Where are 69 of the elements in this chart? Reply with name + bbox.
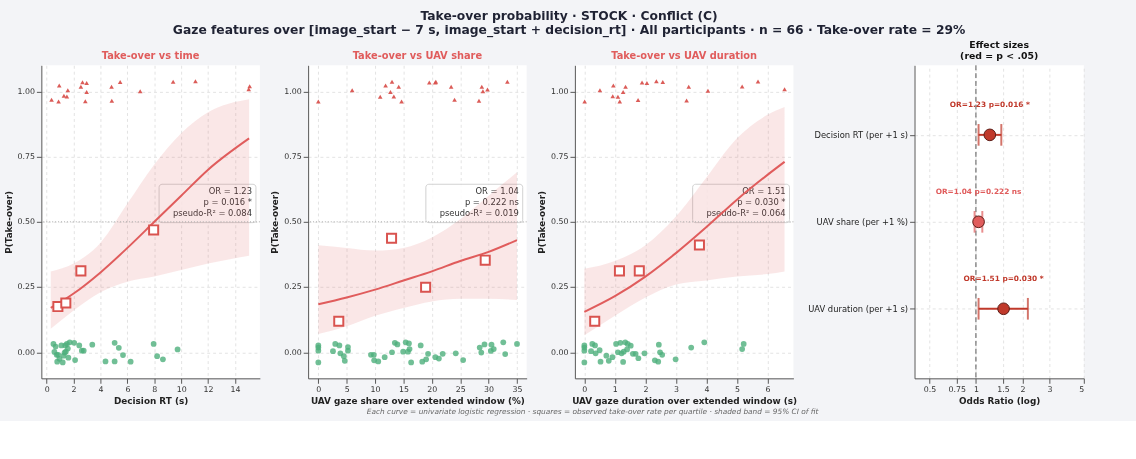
y-tick-label: 0.75: [17, 152, 35, 162]
y-tick-label: 0.00: [17, 347, 35, 357]
y-tick-label: 0.25: [550, 282, 569, 292]
x-axis-title: Odds Ratio (log): [959, 396, 1041, 407]
x-tick-label: 6: [765, 384, 771, 394]
x-tick-label: 20: [427, 384, 438, 394]
x-tick-label: 10: [176, 384, 187, 394]
y-tick-label: 0.50: [550, 217, 569, 227]
x-tick-label: 2: [71, 384, 77, 394]
x-tick-label: 0.75: [948, 384, 966, 394]
text: Gaze features over [image_start − 7 s, image_start + decision_rt] · All participants · n = 66 · Take-over rate = 29%: [172, 22, 966, 38]
chart-title: Take-over vs UAV share: [352, 50, 483, 62]
y-axis-title: P(Take-over): [270, 190, 281, 254]
x-tick-label: 1: [973, 384, 979, 394]
annotation: OR = 1.04: [475, 186, 519, 197]
annotation: p = 0.222 ns: [464, 196, 519, 207]
x-tick-label: 5: [1079, 384, 1085, 394]
y-tick-label: 0.50: [284, 217, 302, 227]
x-axis-title: UAV gaze duration over extended window (s): [572, 396, 798, 407]
y-tick-label: UAV share (per +1 %): [816, 217, 909, 228]
y-tick-label: 0.00: [284, 347, 302, 357]
x-tick-label: 25: [455, 384, 466, 394]
chart-title: Take-over vs time: [101, 50, 200, 62]
x-tick-label: 5: [734, 384, 740, 394]
x-tick-label: 0: [582, 384, 588, 394]
x-axis-title: Decision RT (s): [113, 396, 189, 407]
x-tick-label: 1.5: [997, 384, 1010, 394]
x-tick-label: 12: [203, 384, 214, 394]
y-axis-title: P(Take-over): [537, 190, 548, 254]
x-tick-label: 15: [398, 384, 409, 394]
y-tick-label: 0.75: [550, 152, 569, 162]
annotation: pseudo-R² = 0.084: [172, 207, 253, 218]
text: Take-over probability · STOCK · Conflict (C): [420, 8, 718, 23]
chart-title: Effect sizes: [969, 39, 1030, 51]
x-tick-label: 6: [125, 384, 131, 394]
x-tick-label: 2: [643, 384, 649, 394]
annotation: pseudo-R² = 0.019: [439, 207, 519, 218]
annotation: p = 0.030 *: [737, 196, 786, 207]
annotation: OR = 1.23: [208, 186, 253, 197]
y-tick-label: 0.25: [17, 282, 35, 292]
y-axis-title: P(Take-over): [3, 190, 14, 254]
x-tick-label: 30: [484, 384, 495, 394]
x-tick-label: 3: [1047, 384, 1053, 394]
y-tick-label: 0.25: [284, 282, 302, 292]
y-tick-label: Decision RT (per +1 s): [814, 130, 909, 141]
y-tick-label: 1.00: [284, 86, 302, 96]
chart-title: Take-over vs UAV duration: [611, 50, 758, 62]
x-tick-label: 0: [316, 384, 322, 394]
y-tick-label: 1.00: [550, 86, 569, 96]
x-tick-label: 2: [1020, 384, 1026, 394]
x-tick-label: 5: [344, 384, 350, 394]
x-tick-label: 1: [612, 384, 618, 394]
x-tick-label: 0: [44, 384, 50, 394]
y-tick-label: 1.00: [17, 86, 35, 96]
y-tick-label: 0.50: [17, 217, 35, 227]
x-tick-label: 35: [512, 384, 523, 394]
y-tick-label: 0.00: [550, 347, 569, 357]
x-tick-label: 0.5: [923, 384, 937, 394]
x-tick-label: 8: [152, 384, 158, 394]
x-tick-label: 3: [673, 384, 679, 394]
y-tick-label: UAV duration (per +1 s): [808, 304, 909, 315]
annotation: p = 0.016 *: [203, 196, 253, 207]
x-tick-label: 4: [704, 384, 710, 394]
x-tick-label: 4: [98, 384, 104, 394]
chart-subtitle: (red = p < .05): [960, 50, 1039, 62]
y-tick-label: 0.75: [284, 152, 302, 162]
x-tick-label: 10: [370, 384, 381, 394]
x-tick-label: 14: [230, 384, 241, 394]
x-axis-title: UAV gaze share over extended window (%): [310, 396, 525, 407]
